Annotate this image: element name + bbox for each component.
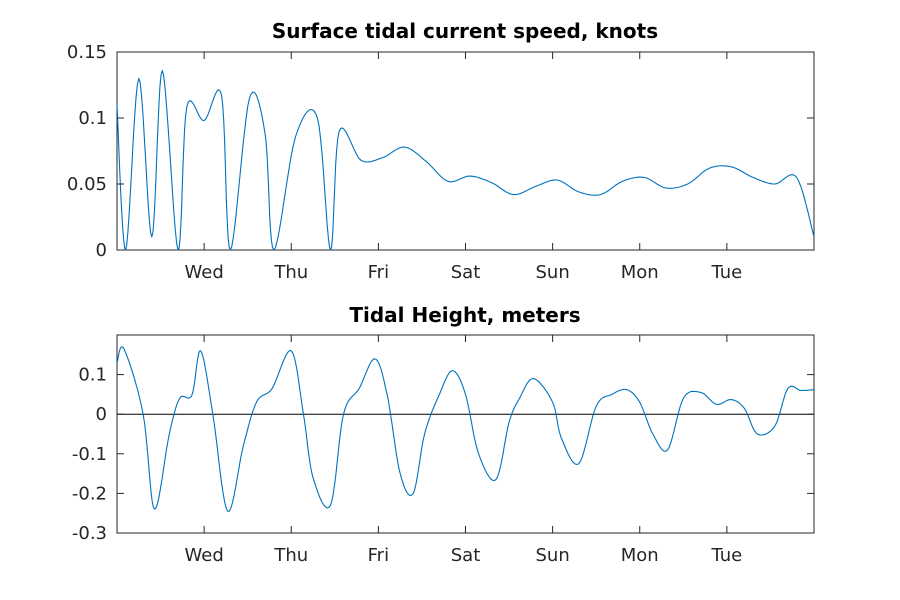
axes-box-current-speed — [116, 51, 815, 251]
y-axis-current-speed: 0 0.05 0.1 0.15 — [67, 42, 814, 261]
x-tick-label: Sat — [451, 545, 481, 566]
y-axis-tidal-height: -0.3 -0.2 -0.1 0 0.1 — [72, 365, 814, 544]
x-tick-label: Fri — [368, 545, 389, 566]
x-tick-label: Sun — [536, 545, 570, 566]
y-tick-label: 0 — [96, 240, 107, 261]
chart-title-current-speed: Surface tidal current speed, knots — [272, 19, 658, 43]
x-axis-current-speed: Wed Thu Fri Sat Sun Mon Tue — [185, 52, 743, 283]
y-tick-label: -0.3 — [72, 523, 107, 544]
x-axis-tidal-height: Wed Thu Fri Sat Sun Mon Tue — [185, 335, 743, 566]
x-tick-label: Wed — [185, 262, 224, 283]
x-tick-label: Mon — [621, 262, 659, 283]
x-tick-label: Thu — [273, 262, 308, 283]
chart-current-speed: Surface tidal current speed, knots 0 0.05… — [67, 19, 815, 283]
series-group-tidal-height — [116, 346, 815, 512]
series-line — [116, 69, 815, 251]
x-tick-label: Fri — [368, 262, 389, 283]
x-tick-label: Mon — [621, 545, 659, 566]
series-line — [116, 346, 815, 512]
y-tick-label: 0.15 — [67, 42, 107, 63]
x-tick-label: Tue — [711, 545, 743, 566]
chart-title-tidal-height: Tidal Height, meters — [349, 303, 580, 327]
x-tick-label: Sun — [536, 262, 570, 283]
x-tick-label: Tue — [711, 262, 743, 283]
x-tick-label: Thu — [273, 545, 308, 566]
y-tick-label: 0.1 — [78, 365, 107, 386]
axes-box-tidal-height — [116, 334, 815, 534]
x-tick-label: Wed — [185, 545, 224, 566]
y-tick-label: 0.1 — [78, 108, 107, 129]
series-group-current-speed — [116, 69, 815, 251]
x-tick-label: Sat — [451, 262, 481, 283]
y-tick-label: 0.05 — [67, 174, 107, 195]
y-tick-label: 0 — [96, 404, 107, 425]
y-tick-label: -0.1 — [72, 444, 107, 465]
y-tick-label: -0.2 — [72, 483, 107, 504]
chart-tidal-height: Tidal Height, meters -0.3 -0.2 -0.1 0 0.1 We… — [72, 303, 815, 566]
